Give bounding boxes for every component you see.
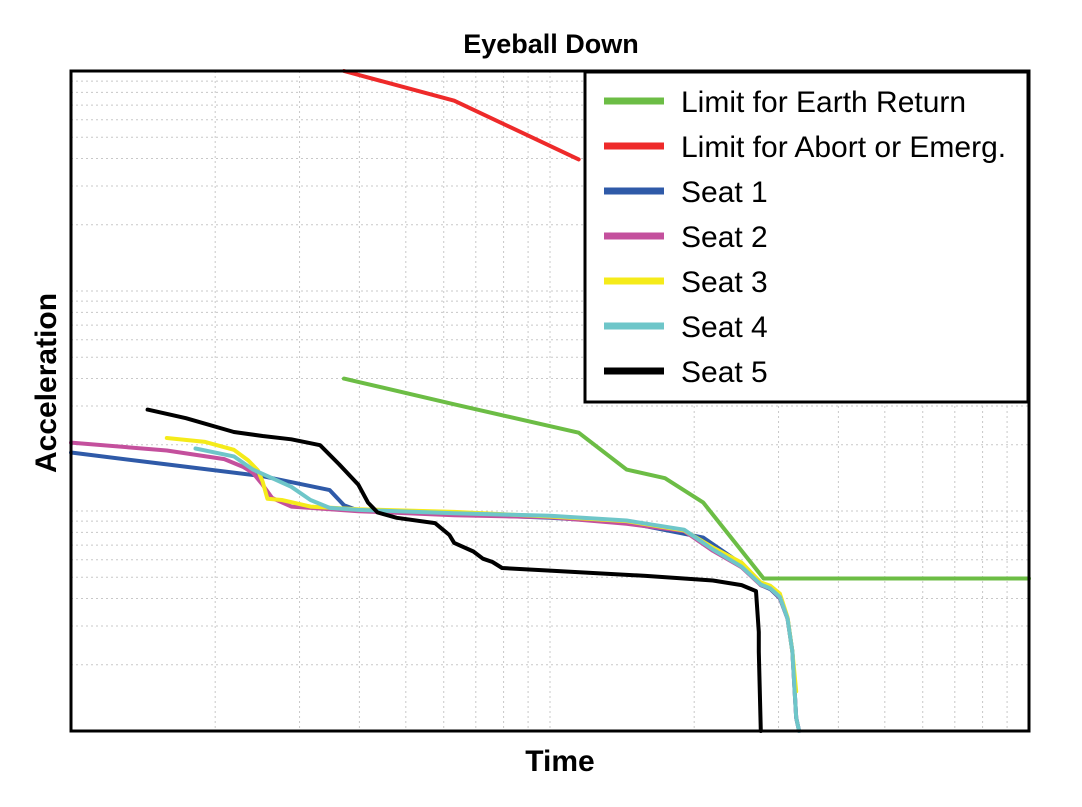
legend-label-5: Seat 3 <box>681 266 768 299</box>
legend-label-6: Seat 4 <box>681 311 768 344</box>
legend-label-7: Seat 5 <box>681 356 768 389</box>
legend-label-4: Seat 2 <box>681 221 768 254</box>
legend-label-1: Limit for Earth Return <box>681 86 966 119</box>
series-layer <box>69 69 1031 733</box>
series-line-6 <box>193 446 802 733</box>
series-line-7 <box>145 407 763 733</box>
chart-title: Eyeball Down <box>463 29 639 59</box>
x-axis-label: Time <box>525 745 594 778</box>
series-line-1 <box>342 376 1031 581</box>
series-line-4 <box>69 440 802 733</box>
series-line-5 <box>164 436 799 694</box>
series-line-2 <box>342 69 581 162</box>
legend-label-3: Seat 1 <box>681 176 768 209</box>
y-axis-label: Acceleration <box>30 293 63 473</box>
legend: Limit for Earth Return Limit for Abort or… <box>583 70 1030 404</box>
legend-label-2: Limit for Abort or Emerg. <box>681 131 1006 164</box>
